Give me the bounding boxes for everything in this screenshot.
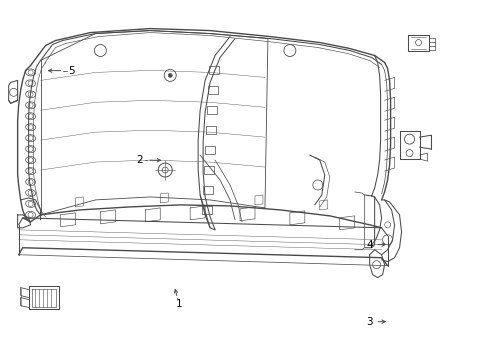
Text: 2: 2 <box>137 155 143 165</box>
Text: 3: 3 <box>367 317 373 327</box>
Text: 1: 1 <box>176 299 182 309</box>
Circle shape <box>168 73 172 77</box>
Text: 5: 5 <box>68 66 75 76</box>
Text: 4: 4 <box>367 239 373 249</box>
